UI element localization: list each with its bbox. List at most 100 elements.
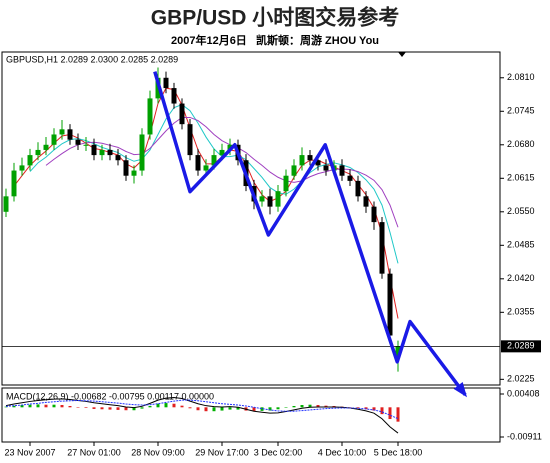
macd-info: MACD(12,26,9) -0.00682 -0.00795 0.00117 …: [6, 391, 214, 401]
y-tick-label: 2.0810: [507, 72, 535, 82]
macd-histogram-bar: [308, 404, 312, 408]
y-tick-label: 2.0615: [507, 173, 535, 183]
macd-histogram-bar: [132, 407, 136, 411]
macd-histogram-bar: [196, 407, 200, 411]
candle-body: [211, 155, 217, 166]
macd-histogram-bar: [260, 407, 264, 411]
macd-histogram-bar: [380, 407, 384, 415]
macd-histogram-bar: [140, 407, 144, 409]
macd-histogram-bar: [236, 407, 240, 410]
candle-body: [395, 346, 401, 357]
moving-average: [45, 116, 399, 228]
macd-histogram-bar: [76, 407, 80, 408]
candle-body: [203, 165, 209, 171]
macd-histogram-bar: [148, 406, 152, 408]
x-tick-label: 23 Nov 2007: [4, 447, 55, 457]
candle-body: [259, 196, 265, 202]
candle-body: [219, 149, 225, 156]
macd-histogram-bar: [204, 407, 208, 412]
macd-histogram-bar: [60, 405, 64, 408]
candle-body: [163, 77, 169, 89]
macd-histogram-bar: [36, 404, 40, 408]
candle-body: [195, 155, 201, 171]
macd-histogram-bar: [292, 406, 296, 408]
candle-body: [283, 175, 289, 192]
candle-body: [179, 103, 185, 125]
x-tick-label: 29 Nov 17:00: [195, 447, 249, 457]
macd-histogram-bar: [92, 407, 96, 409]
macd-histogram-bar: [316, 405, 320, 408]
macd-histogram-bar: [84, 407, 88, 408]
candle-body: [139, 134, 145, 171]
candle-body: [91, 144, 97, 156]
y-tick-label: 0.00408: [507, 388, 540, 398]
macd-panel: [1, 387, 501, 443]
candle-body: [107, 149, 113, 156]
current-price-box: [501, 340, 541, 353]
macd-histogram-bar: [116, 407, 120, 410]
macd-histogram-bar: [396, 407, 400, 422]
macd-histogram-bar: [180, 405, 184, 408]
x-tick-label: 3 Dec 02:00: [254, 447, 303, 457]
y-tick-label: 2.0680: [507, 139, 535, 149]
candle-body: [59, 129, 65, 135]
candle-body: [51, 134, 57, 145]
zigzag-annotation: [153, 71, 467, 396]
signal-line: [5, 399, 399, 420]
macd-histogram-bar: [268, 407, 272, 411]
candle-body: [35, 149, 41, 156]
candle-body: [3, 196, 9, 212]
x-tick-label: 5 Dec 18:00: [374, 447, 423, 457]
candle-body: [75, 139, 81, 145]
symbol-info: GBPUSD,H1 2.0289 2.0300 2.0285 2.0289: [6, 54, 178, 64]
candle-body: [387, 273, 393, 336]
arrow-head: [453, 382, 468, 398]
macd-histogram-bar: [284, 407, 288, 408]
chart-subtitle: 2007年12月6日 凯斯顿：周游 ZHOU You: [171, 33, 379, 47]
candle-body: [371, 206, 377, 223]
shift-marker: [398, 52, 406, 57]
macd-histogram-bar: [44, 404, 48, 408]
candle-body: [347, 175, 353, 181]
y-tick-label: 2.0355: [507, 307, 535, 317]
macd-histogram-bar: [12, 405, 16, 408]
x-tick-label: 4 Dec 10:00: [318, 447, 367, 457]
candle-body: [363, 196, 369, 207]
macd-histogram-bar: [4, 406, 8, 408]
macd-histogram-bar: [100, 407, 104, 410]
macd-histogram-bar: [372, 407, 376, 411]
candle-body: [355, 180, 361, 197]
candle-body: [267, 196, 273, 207]
macd-histogram-bar: [108, 407, 112, 410]
macd-histogram-bar: [212, 407, 216, 412]
candle-body: [307, 155, 313, 161]
macd-histogram-bar: [188, 407, 192, 409]
macd-histogram-bar: [356, 407, 360, 409]
macd-histogram-bar: [228, 407, 232, 410]
candle-body: [67, 129, 73, 140]
candle-body: [379, 222, 385, 274]
candle-body: [299, 155, 305, 166]
macd-histogram-bar: [52, 404, 56, 408]
candle-body: [83, 144, 89, 146]
candle-body: [171, 88, 177, 104]
macd-histogram-bar: [364, 407, 368, 410]
candle-body: [115, 155, 121, 161]
x-tick-label: 28 Nov 09:00: [131, 447, 185, 457]
y-tick-label: 2.0485: [507, 240, 535, 250]
macd-histogram-bar: [300, 405, 304, 408]
y-tick-label: 2.0745: [507, 106, 535, 116]
main-panel: [1, 51, 501, 386]
candle-body: [19, 165, 25, 171]
macd-histogram-bar: [28, 404, 32, 408]
candle-body: [275, 191, 281, 207]
candle-body: [315, 160, 321, 166]
candle-body: [43, 144, 49, 150]
candle-body: [11, 170, 17, 197]
macd-histogram-bar: [388, 407, 392, 420]
macd-histogram-bar: [156, 403, 160, 408]
current-price-label: 2.0289: [507, 341, 535, 351]
candle-body: [147, 98, 153, 135]
macd-histogram-bar: [68, 406, 72, 408]
